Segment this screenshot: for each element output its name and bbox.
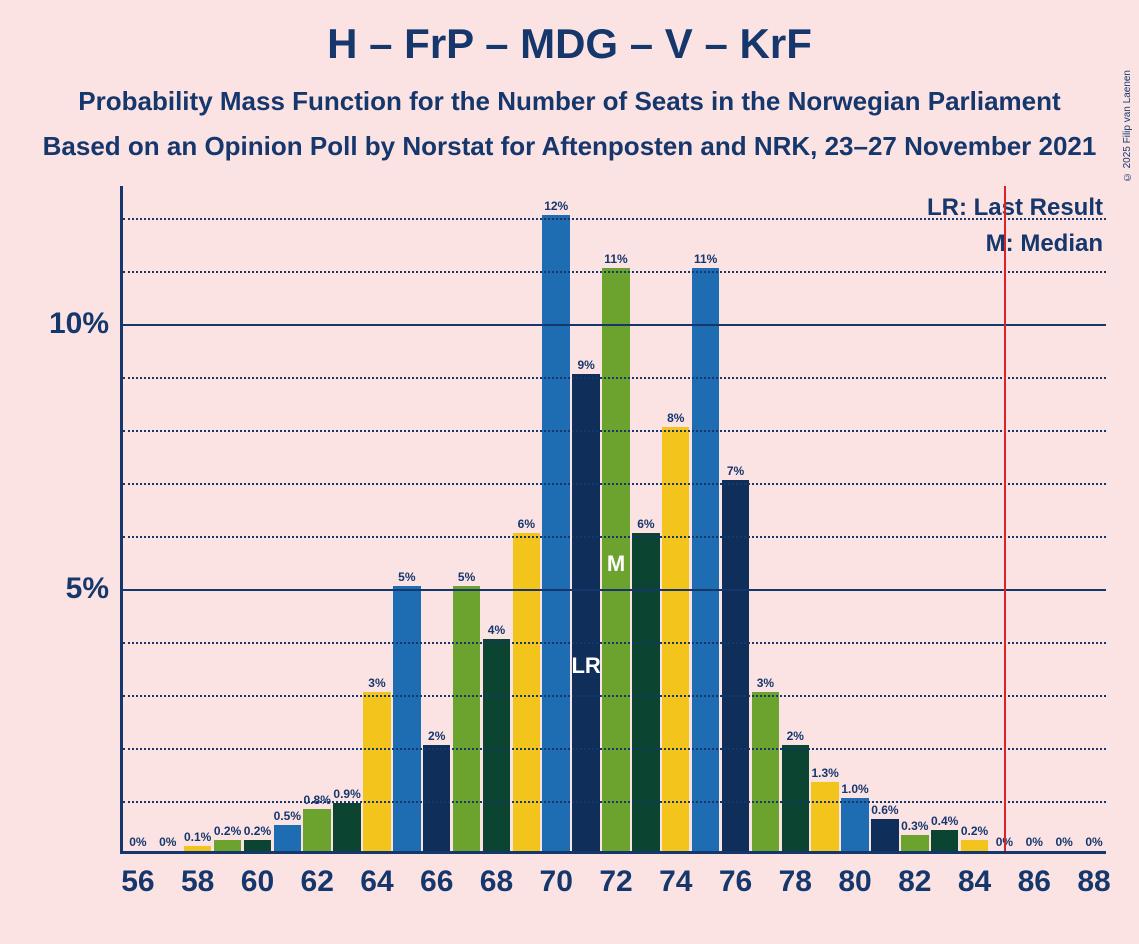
pmf-bar: 3%: [752, 692, 779, 851]
gridline-minor: [123, 695, 1106, 697]
x-axis-tick-label: 58: [181, 865, 214, 899]
bar-value-label: 11%: [604, 252, 627, 266]
pmf-bar: 0.4%: [931, 830, 958, 851]
pmf-bar: 1.0%: [841, 798, 868, 851]
y-axis-tick-label: 5%: [66, 572, 109, 606]
pmf-bar: 11%: [692, 268, 719, 851]
pmf-bar: 0.1%: [184, 846, 211, 851]
gridline-minor: [123, 642, 1106, 644]
pmf-bar: 0.2%: [961, 840, 988, 851]
pmf-bar: 1.3%: [811, 782, 838, 851]
bar-value-label: 0.2%: [214, 824, 241, 838]
x-axis-tick-label: 56: [121, 865, 154, 899]
bar-value-label: 0.8%: [304, 793, 331, 807]
bar-value-label: 1.3%: [811, 766, 838, 780]
x-axis-tick-label: 66: [420, 865, 453, 899]
bar-value-label: 1.0%: [841, 782, 868, 796]
gridline-minor: [123, 271, 1106, 273]
bar-value-label: 0.3%: [901, 819, 928, 833]
pmf-bar: 4%: [483, 639, 510, 851]
pmf-bar: 12%: [542, 215, 569, 851]
x-axis-tick-label: 88: [1077, 865, 1110, 899]
x-axis-tick-label: 60: [241, 865, 274, 899]
pmf-bar: 3%: [363, 692, 390, 851]
majority-threshold-line: [1004, 186, 1006, 851]
bar-value-label: 0%: [1056, 835, 1073, 849]
pmf-bar: 2%: [423, 745, 450, 851]
gridline-major: [123, 589, 1106, 591]
pmf-bar: 0.9%: [333, 803, 360, 851]
bar-value-label: 5%: [398, 570, 415, 584]
pmf-bar: 0.5%: [274, 825, 301, 852]
bar-value-label: 0.5%: [274, 809, 301, 823]
chart-title-main: H – FrP – MDG – V – KrF: [0, 20, 1139, 68]
bars-container: 0%0%0.1%0.2%0.2%0.5%0.8%0.9%3%5%2%5%4%6%…: [123, 186, 1106, 851]
bar-value-label: 6%: [637, 517, 654, 531]
pmf-bar: 5%: [393, 586, 420, 851]
bar-value-label: 5%: [458, 570, 475, 584]
bar-value-label: 4%: [488, 623, 505, 637]
bar-value-label: 0.2%: [961, 824, 988, 838]
pmf-bar: 0.3%: [901, 835, 928, 851]
bar-value-label: 0.9%: [333, 787, 360, 801]
bar-value-label: 0%: [1085, 835, 1102, 849]
pmf-bar: 8%: [662, 427, 689, 851]
gridline-minor: [123, 483, 1106, 485]
bar-value-label: 3%: [368, 676, 385, 690]
bar-value-label: 2%: [428, 729, 445, 743]
gridline-minor: [123, 748, 1106, 750]
x-axis-tick-label: 86: [1018, 865, 1051, 899]
x-axis-tick-label: 84: [958, 865, 991, 899]
bar-value-label: 6%: [518, 517, 535, 531]
bar-value-label: 0%: [159, 835, 176, 849]
bar-annotation: M: [607, 551, 625, 577]
pmf-bar: 2%: [782, 745, 809, 851]
bar-value-label: 12%: [544, 199, 568, 213]
pmf-bar: 6%: [632, 533, 659, 851]
x-axis-tick-label: 72: [599, 865, 632, 899]
x-axis-tick-label: 78: [779, 865, 812, 899]
bar-value-label: 0%: [129, 835, 146, 849]
gridline-minor: [123, 377, 1106, 379]
bar-value-label: 0%: [1026, 835, 1043, 849]
chart-title-sub: Probability Mass Function for the Number…: [0, 86, 1139, 117]
chart-plot-area: 0%0%0.1%0.2%0.2%0.5%0.8%0.9%3%5%2%5%4%6%…: [120, 186, 1106, 854]
x-axis-tick-label: 82: [898, 865, 931, 899]
gridline-minor: [123, 430, 1106, 432]
gridline-minor: [123, 801, 1106, 803]
bar-value-label: 8%: [667, 411, 684, 425]
bar-annotation: LR: [571, 653, 600, 679]
bar-value-label: 0.2%: [244, 824, 271, 838]
x-axis-tick-label: 68: [480, 865, 513, 899]
bar-value-label: 0.1%: [184, 830, 211, 844]
pmf-bar: 11%M: [602, 268, 629, 851]
x-axis-tick-label: 80: [838, 865, 871, 899]
pmf-bar: 5%: [453, 586, 480, 851]
x-axis-tick-label: 64: [360, 865, 393, 899]
gridline-minor: [123, 536, 1106, 538]
pmf-bar: 6%: [513, 533, 540, 851]
x-axis-tick-label: 62: [301, 865, 334, 899]
y-axis-tick-label: 10%: [49, 307, 109, 341]
bar-value-label: 11%: [694, 252, 717, 266]
pmf-bar: 0.2%: [244, 840, 271, 851]
copyright-label: © 2025 Filip van Laenen: [1122, 70, 1133, 182]
chart-title-sub2: Based on an Opinion Poll by Norstat for …: [0, 131, 1139, 162]
pmf-bar: 0.8%: [303, 809, 330, 851]
bar-value-label: 0.6%: [871, 803, 898, 817]
bar-value-label: 3%: [757, 676, 774, 690]
pmf-bar: 0.6%: [871, 819, 898, 851]
x-axis-tick-label: 70: [540, 865, 573, 899]
x-axis-tick-label: 76: [719, 865, 752, 899]
bar-value-label: 0.4%: [931, 814, 958, 828]
x-axis-tick-label: 74: [659, 865, 692, 899]
pmf-bar: 0.2%: [214, 840, 241, 851]
bar-value-label: 7%: [727, 464, 744, 478]
gridline-minor: [123, 218, 1106, 220]
pmf-bar: 9%LR: [572, 374, 599, 851]
bar-value-label: 9%: [577, 358, 594, 372]
bar-value-label: 2%: [787, 729, 804, 743]
gridline-major: [123, 324, 1106, 326]
